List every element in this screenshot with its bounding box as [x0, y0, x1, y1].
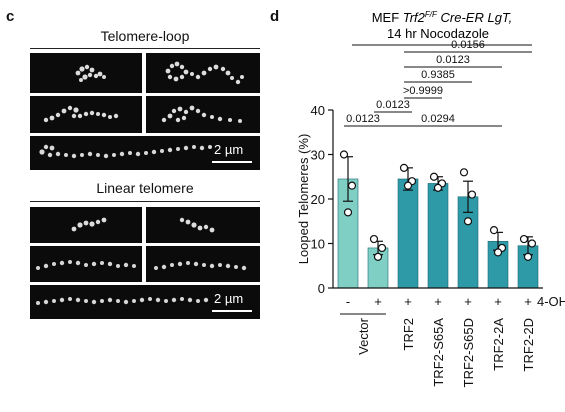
- p-value-label: 0.0156: [451, 39, 485, 51]
- micrograph-linear-3: [30, 246, 142, 282]
- y-axis-label: Looped Telomeres (%): [296, 134, 311, 265]
- scale-bar-linear: [212, 310, 252, 312]
- data-point: [339, 150, 349, 159]
- group-label: TRF2: [401, 318, 416, 351]
- treatment-sign: +: [494, 294, 502, 309]
- panel-d-letter: d: [270, 8, 280, 25]
- data-point: [399, 163, 409, 172]
- y-tick-label: 40: [311, 103, 325, 118]
- micrograph-linear-2: [146, 207, 260, 243]
- telomere-loop-title: Telomere-loop: [100, 28, 190, 44]
- y-tick-label: 20: [311, 192, 325, 207]
- p-value-label: 0.0123: [436, 54, 470, 66]
- loop-strand: [75, 64, 106, 82]
- data-point: [489, 226, 499, 235]
- micrograph-linear-5: 2 µm: [30, 285, 260, 319]
- micrograph-loop-1: [30, 53, 142, 93]
- p-value-label: >0.9999: [403, 85, 443, 97]
- data-point: [463, 217, 473, 226]
- data-point: [403, 181, 413, 190]
- p-value-label: 0.0294: [421, 113, 455, 125]
- bar: [397, 178, 419, 289]
- scale-bar-label-linear: 2 µm: [214, 291, 244, 306]
- y-tick-label: 10: [311, 237, 325, 252]
- p-value-label: 0.0123: [376, 99, 410, 111]
- data-point: [523, 252, 533, 261]
- scale-bar-loop: [212, 161, 252, 163]
- micrograph-loop-3: [30, 96, 142, 133]
- data-point: [377, 243, 387, 253]
- data-point: [429, 172, 439, 181]
- linear-telomere-rule: [30, 201, 260, 202]
- data-point: [369, 234, 379, 244]
- data-point: [467, 190, 477, 199]
- treatment-label: 4-OHT: [537, 294, 565, 309]
- treatment-sign: -: [346, 294, 350, 309]
- micrograph-loop-4: [146, 96, 260, 133]
- chart-title-line2: 14 hr Nocodazole: [387, 26, 489, 41]
- telomere-loop-rule: [30, 48, 260, 49]
- treatment-sign: +: [404, 294, 412, 309]
- group-label: Vector: [356, 317, 371, 355]
- chart-title-line1: MEF Trf2F/F Cre-ER LgT,: [372, 10, 513, 25]
- group-label: TRF2-2A: [491, 318, 506, 371]
- data-point: [373, 252, 383, 261]
- data-point: [527, 239, 537, 248]
- treatment-sign: +: [524, 294, 532, 309]
- panel-c-letter: c: [6, 8, 15, 25]
- scale-bar-label-loop: 2 µm: [214, 142, 244, 157]
- treatment-sign: +: [374, 294, 382, 309]
- looped-telomeres-chart: MEF Trf2F/F Cre-ER LgT, 14 hr Nocodazole…: [296, 10, 565, 387]
- micrograph-linear-1: [30, 207, 142, 243]
- group-label: TRF2-S65A: [431, 318, 446, 387]
- treatment-sign: +: [464, 294, 472, 309]
- micrograph-loop-5: 2 µm: [30, 136, 260, 170]
- data-point: [343, 208, 353, 217]
- p-value-label: 0.0123: [346, 113, 380, 125]
- y-tick-label: 30: [311, 148, 325, 163]
- data-point: [347, 181, 357, 190]
- micrograph-loop-2: [146, 53, 260, 93]
- data-point: [519, 234, 529, 244]
- linear-telomere-title: Linear telomere: [96, 180, 194, 196]
- y-tick-label: 0: [318, 281, 325, 296]
- group-label: TRF2-S65D: [461, 318, 476, 387]
- data-point: [459, 168, 469, 177]
- micrograph-linear-4: [146, 246, 260, 282]
- p-value-label: 0.9385: [421, 69, 455, 81]
- data-point: [493, 248, 503, 257]
- data-point: [433, 183, 443, 192]
- treatment-sign: +: [434, 294, 442, 309]
- bar: [427, 183, 449, 289]
- group-label: TRF2-2D: [521, 318, 536, 371]
